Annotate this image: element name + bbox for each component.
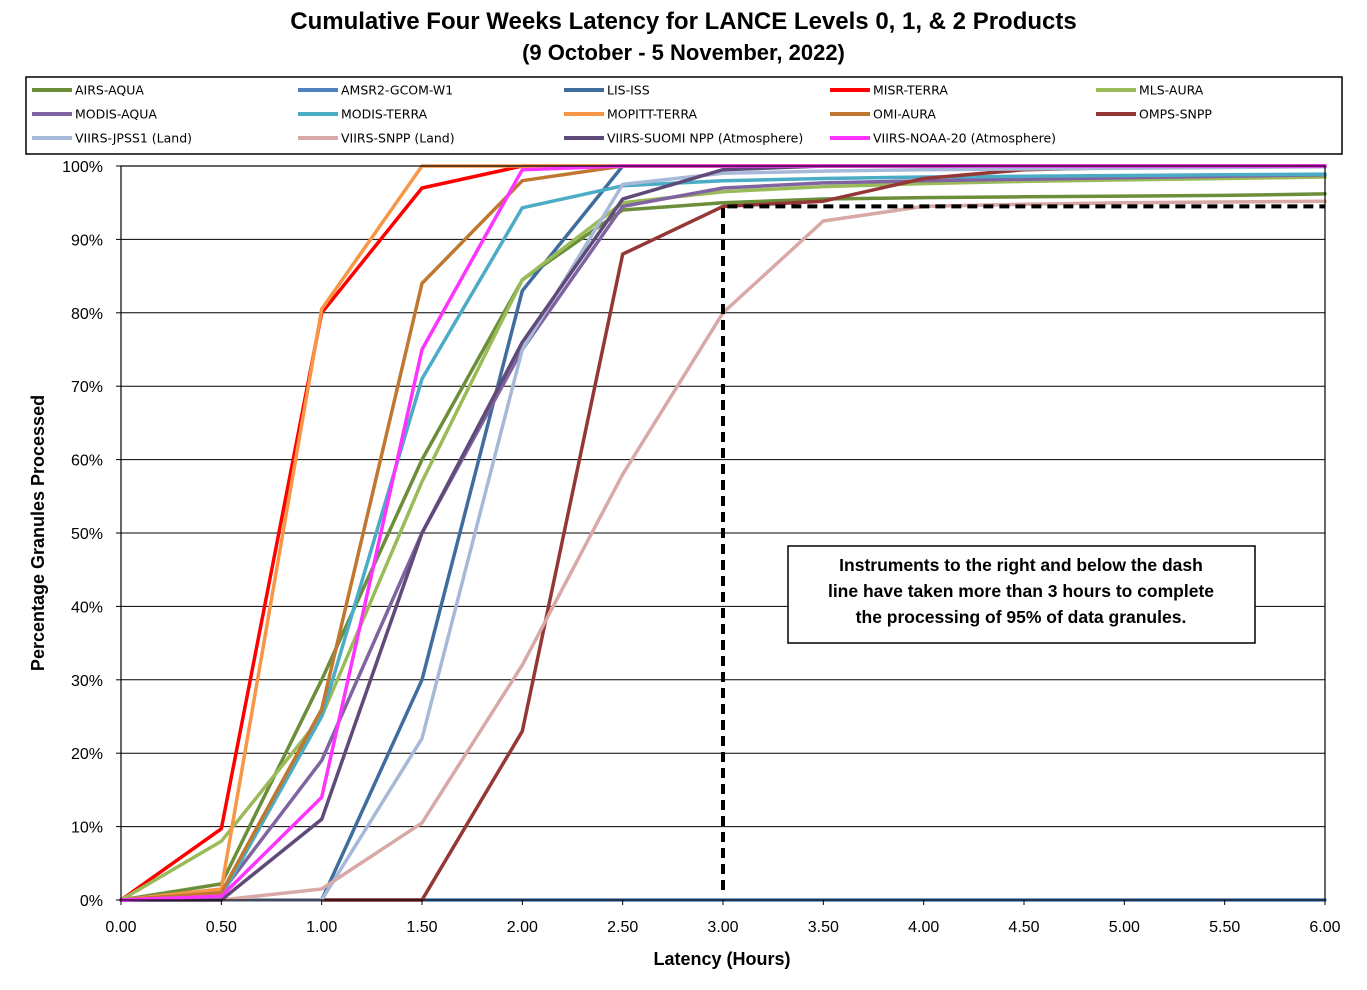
legend-label: OMPS-SNPP	[1139, 107, 1212, 122]
y-tick-label: 60%	[71, 453, 103, 470]
legend-label: VIIRS-SNPP (Land)	[341, 131, 455, 146]
annotation-line: the processing of 95% of data granules.	[856, 607, 1187, 627]
x-tick-label: 0.00	[105, 919, 136, 936]
threshold-dash-line	[721, 204, 1325, 890]
axes: 0% 10% 20% 30% 40% 50% 60% 70% 80% 90% 100% 0.00 0.5…	[62, 159, 1341, 936]
legend-label: OMI-AURA	[873, 107, 936, 122]
annotation-line: line have taken more than 3 hours to com…	[828, 581, 1214, 601]
y-tick-label: 40%	[71, 599, 103, 616]
x-tick-label: 1.00	[306, 919, 337, 936]
legend: AIRS-AQUA AMSR2-GCOM-W1 LIS-ISS MISR-TERRA M…	[25, 76, 1343, 155]
y-tick-label: 20%	[71, 746, 103, 763]
y-tick-label: 70%	[71, 379, 103, 396]
legend-label: VIIRS-SUOMI NPP (Atmosphere)	[607, 131, 803, 146]
annotation-frame	[787, 545, 1256, 644]
y-tick-label: 90%	[71, 232, 103, 249]
x-tick-label: 1.50	[406, 919, 437, 936]
x-tick-label: 3.00	[707, 919, 738, 936]
legend-label: VIIRS-JPSS1 (Land)	[75, 131, 192, 146]
chart-subtitle: (9 October - 5 November, 2022)	[522, 40, 845, 65]
y-tick-label: 30%	[71, 673, 103, 690]
legend-label: MLS-AURA	[1139, 83, 1204, 98]
x-tick-label: 0.50	[206, 919, 237, 936]
annotation-box: Instruments to the right and below the d…	[787, 545, 1256, 644]
chart-title: Cumulative Four Weeks Latency for LANCE …	[290, 8, 1077, 35]
threshold-dash	[721, 204, 1325, 890]
y-tick-label: 10%	[71, 820, 103, 837]
x-tick-label: 6.00	[1309, 919, 1340, 936]
x-tick-label: 2.50	[607, 919, 638, 936]
legend-label: AIRS-AQUA	[75, 83, 144, 98]
y-tick-label: 0%	[80, 893, 103, 910]
legend-label: MODIS-TERRA	[341, 107, 428, 122]
y-tick-label: 100%	[62, 159, 103, 176]
legend-label: MODIS-AQUA	[75, 107, 157, 122]
annotation-line: Instruments to the right and below the d…	[839, 555, 1203, 575]
x-tick-label: 4.00	[908, 919, 939, 936]
legend-label: MOPITT-TERRA	[607, 107, 698, 122]
x-tick-label: 5.50	[1209, 919, 1240, 936]
legend-label: AMSR2-GCOM-W1	[341, 83, 453, 98]
y-tick-label: 50%	[71, 526, 103, 543]
y-axis-title: Percentage Granules Processed	[28, 395, 48, 671]
legend-label: LIS-ISS	[607, 83, 650, 98]
series-line	[119, 172, 1327, 902]
series-line	[119, 192, 1327, 902]
x-axis-title: Latency (Hours)	[653, 949, 790, 969]
x-tick-label: 4.50	[1008, 919, 1039, 936]
series-line	[119, 173, 1327, 902]
x-tick-label: 5.00	[1109, 919, 1140, 936]
y-tick-label: 80%	[71, 306, 103, 323]
legend-label: VIIRS-NOAA-20 (Atmosphere)	[873, 131, 1056, 146]
x-tick-label: 2.00	[507, 919, 538, 936]
x-tick-label: 3.50	[808, 919, 839, 936]
legend-label: MISR-TERRA	[873, 83, 948, 98]
